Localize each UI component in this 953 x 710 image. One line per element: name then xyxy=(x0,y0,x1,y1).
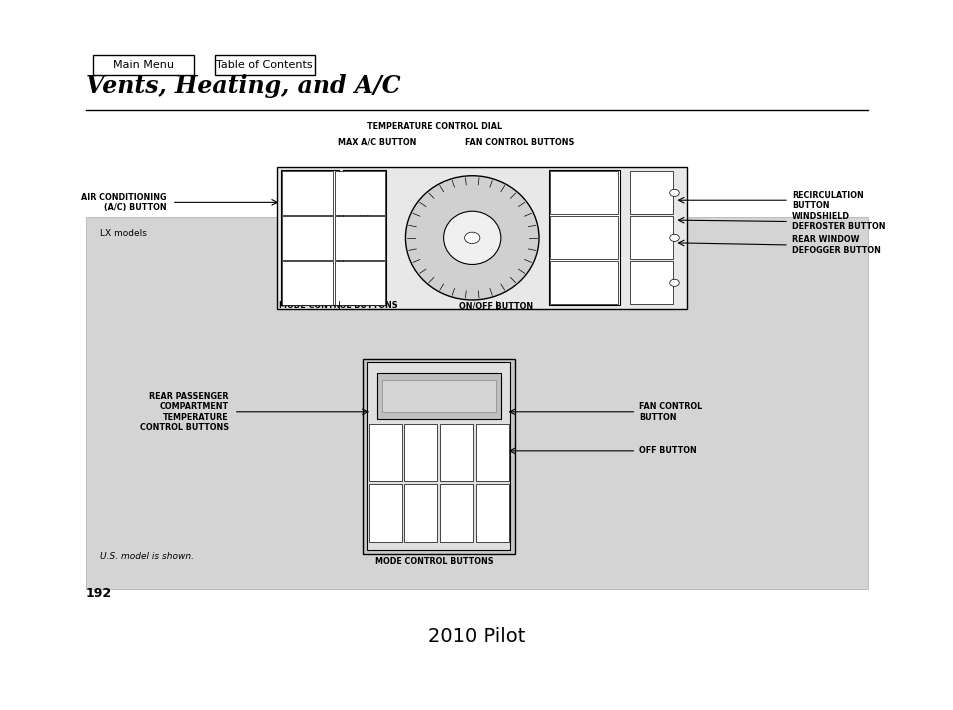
Text: MAX A/C BUTTON: MAX A/C BUTTON xyxy=(337,138,416,147)
Bar xyxy=(550,171,618,214)
Bar xyxy=(335,261,385,305)
Bar xyxy=(368,424,401,481)
Text: FAN CONTROL BUTTONS: FAN CONTROL BUTTONS xyxy=(465,138,574,147)
Circle shape xyxy=(669,234,679,241)
Text: LX models: LX models xyxy=(100,229,147,238)
Bar xyxy=(282,261,333,305)
Circle shape xyxy=(464,232,479,244)
Bar xyxy=(335,216,385,260)
Bar xyxy=(276,167,686,309)
Bar xyxy=(550,216,618,259)
Bar xyxy=(335,171,385,214)
Bar xyxy=(439,424,473,481)
Text: REAR PASSENGER
COMPARTMENT
TEMPERATURE
CONTROL BUTTONS: REAR PASSENGER COMPARTMENT TEMPERATURE C… xyxy=(140,392,229,432)
Bar xyxy=(548,170,619,305)
Bar xyxy=(404,484,436,542)
Text: MODE CONTROL BUTTONS: MODE CONTROL BUTTONS xyxy=(375,557,493,567)
Circle shape xyxy=(669,190,679,197)
Text: Main Menu: Main Menu xyxy=(113,60,173,70)
Bar xyxy=(93,55,193,75)
Text: Table of Contents: Table of Contents xyxy=(216,60,313,70)
Bar xyxy=(629,261,672,304)
Text: REAR WINDOW
DEFOGGER BUTTON: REAR WINDOW DEFOGGER BUTTON xyxy=(791,235,880,255)
Ellipse shape xyxy=(405,176,538,300)
Text: RECIRCULATION
BUTTON: RECIRCULATION BUTTON xyxy=(791,190,862,210)
Bar xyxy=(214,55,314,75)
Bar xyxy=(376,373,500,419)
Text: 192: 192 xyxy=(86,587,112,600)
Bar xyxy=(404,424,436,481)
Text: FAN CONTROL
BUTTON: FAN CONTROL BUTTON xyxy=(639,402,701,422)
Bar xyxy=(476,424,508,481)
Text: MAX
A/C: MAX A/C xyxy=(357,205,372,217)
Bar xyxy=(362,359,515,554)
Ellipse shape xyxy=(443,212,500,265)
Text: 2010 Pilot: 2010 Pilot xyxy=(428,627,525,646)
Circle shape xyxy=(669,279,679,286)
Text: Vents, Heating, and A/C: Vents, Heating, and A/C xyxy=(86,74,400,98)
Text: WINDSHIELD
DEFROSTER BUTTON: WINDSHIELD DEFROSTER BUTTON xyxy=(791,212,884,231)
Bar xyxy=(367,362,510,550)
Text: OFF BUTTON: OFF BUTTON xyxy=(639,447,697,455)
Text: ON/OFF BUTTON: ON/OFF BUTTON xyxy=(458,301,533,310)
Bar xyxy=(629,216,672,259)
Bar xyxy=(282,216,333,260)
Bar xyxy=(368,484,401,542)
Bar xyxy=(476,484,508,542)
Bar xyxy=(439,484,473,542)
Text: MODE CONTROL BUTTONS: MODE CONTROL BUTTONS xyxy=(279,301,397,310)
Bar xyxy=(86,217,867,589)
Bar xyxy=(282,171,333,214)
Text: U.S. model is shown.: U.S. model is shown. xyxy=(100,552,194,561)
Text: A/C: A/C xyxy=(303,200,316,209)
Bar xyxy=(550,261,618,304)
Text: TEMPERATURE CONTROL DIAL: TEMPERATURE CONTROL DIAL xyxy=(366,122,501,131)
Bar xyxy=(343,170,386,305)
Bar xyxy=(629,171,672,214)
Bar xyxy=(381,380,496,412)
Text: AIR CONDITIONING
(A/C) BUTTON: AIR CONDITIONING (A/C) BUTTON xyxy=(81,192,167,212)
Bar xyxy=(281,170,338,305)
